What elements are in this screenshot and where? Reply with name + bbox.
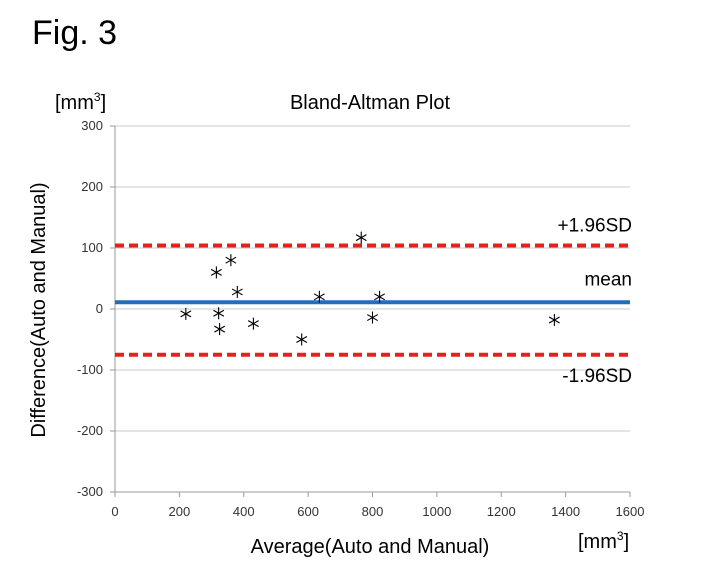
x-tick-label: 0 <box>111 504 118 519</box>
data-point <box>296 333 308 346</box>
y-tick-label: -100 <box>77 362 103 377</box>
x-tick-label: 600 <box>297 504 319 519</box>
y-axis-label: Difference(Auto and Manual) <box>28 182 50 437</box>
y-axis-unit: [mm3] <box>55 90 106 114</box>
data-point <box>180 307 192 320</box>
data-point <box>548 313 560 326</box>
data-point <box>367 311 378 324</box>
reference-line-label: -1.96SD <box>562 366 632 387</box>
data-point <box>247 317 259 330</box>
data-point <box>210 266 222 279</box>
reference-line-label: mean <box>584 269 632 290</box>
x-tick-label: 400 <box>233 504 255 519</box>
reference-line-label: +1.96SD <box>558 216 632 237</box>
x-axis-unit: [mm3] <box>578 529 629 553</box>
chart-title: Bland-Altman Plot <box>290 92 451 114</box>
data-point <box>374 290 386 303</box>
gridlines <box>115 125 630 432</box>
data-point <box>231 285 243 298</box>
y-tick-label: 100 <box>81 240 103 255</box>
x-tick-label: 1400 <box>551 504 580 519</box>
data-point <box>355 231 367 244</box>
y-tick-label: 300 <box>81 118 103 133</box>
data-point <box>213 307 225 320</box>
axes <box>110 125 631 497</box>
x-tick-label: 200 <box>169 504 191 519</box>
y-tick-label: -200 <box>77 423 103 438</box>
y-tick-label: 200 <box>81 179 103 194</box>
data-point <box>225 254 237 267</box>
data-point <box>313 290 325 303</box>
x-axis-label: Average(Auto and Manual) <box>251 536 490 558</box>
data-point <box>214 323 226 336</box>
x-tick-label: 1200 <box>487 504 516 519</box>
data-points <box>180 231 560 346</box>
y-tick-label: 0 <box>96 301 103 316</box>
figure-label: Fig. 3 <box>32 14 118 52</box>
y-tick-label: -300 <box>77 484 103 499</box>
x-tick-label: 800 <box>362 504 384 519</box>
x-tick-labels: 0 200 400 600 800 1000 1200 1400 1600 <box>111 504 644 519</box>
reference-lines: +1.96SD mean -1.96SD <box>115 216 632 387</box>
y-tick-labels: 300 200 100 0 -100 -200 -300 <box>77 118 103 499</box>
x-tick-label: 1600 <box>616 504 645 519</box>
x-tick-label: 1000 <box>422 504 451 519</box>
